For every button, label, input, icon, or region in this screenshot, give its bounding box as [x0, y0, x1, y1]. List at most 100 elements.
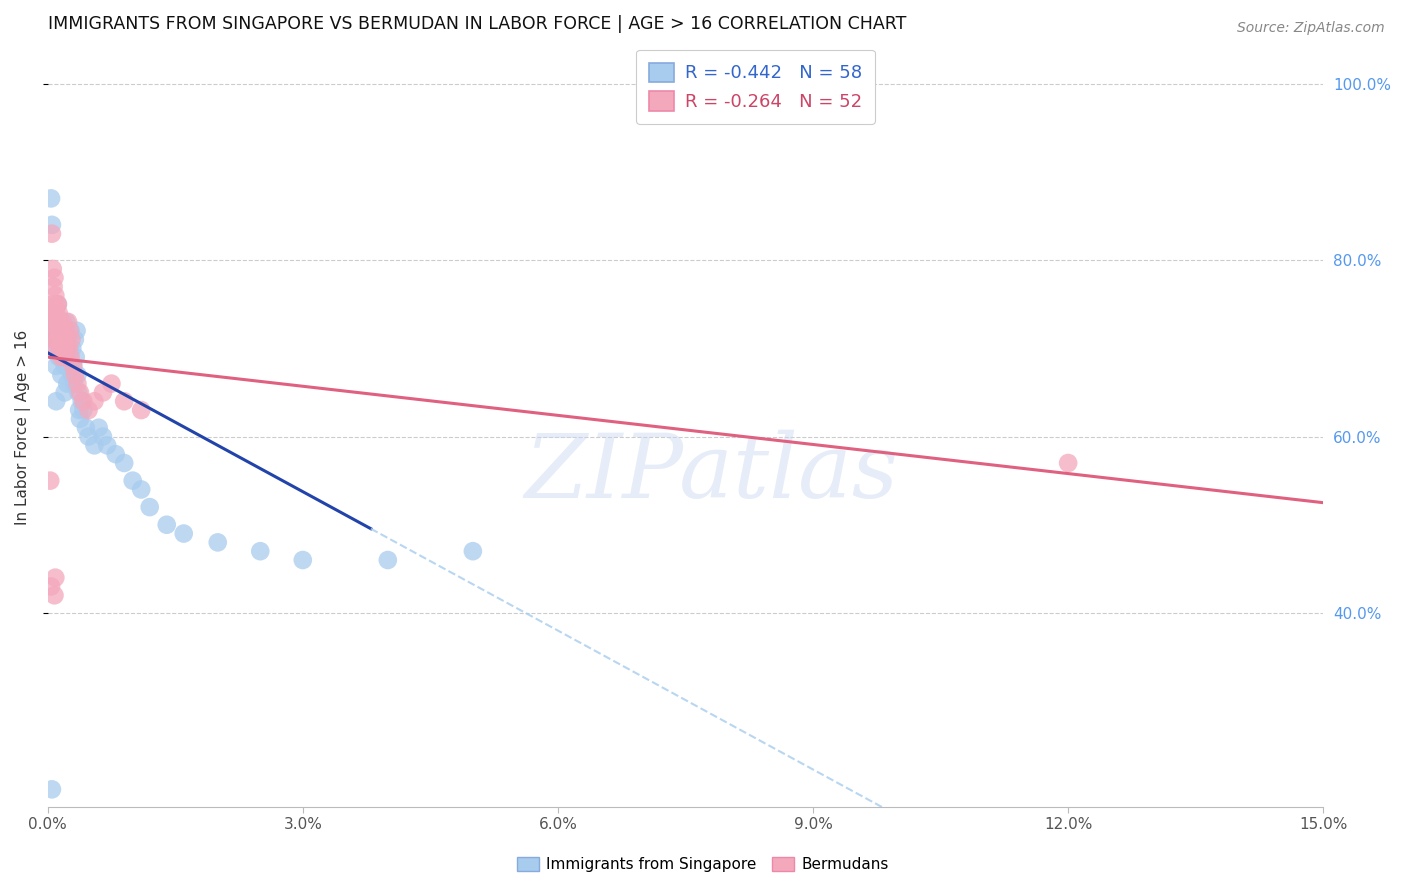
Point — [60, 368, 83, 382]
Point — [46, 297, 69, 311]
Point — [65, 324, 87, 338]
Point — [60, 342, 83, 356]
Point — [48, 306, 70, 320]
Point — [39, 191, 62, 205]
Point — [59, 324, 82, 338]
Point — [55, 315, 77, 329]
Point — [44, 342, 66, 356]
Point — [69, 385, 91, 400]
Point — [58, 342, 80, 356]
Point — [56, 315, 79, 329]
Point — [45, 324, 67, 338]
Point — [60, 333, 83, 347]
Point — [44, 333, 66, 347]
Point — [83, 438, 105, 452]
Point — [63, 333, 86, 347]
Point — [75, 420, 97, 434]
Point — [63, 368, 86, 382]
Point — [39, 324, 62, 338]
Point — [44, 306, 66, 320]
Point — [1057, 456, 1080, 470]
Point — [70, 394, 93, 409]
Point — [83, 394, 105, 409]
Point — [63, 376, 86, 391]
Point — [42, 324, 65, 338]
Text: ZIPatlas: ZIPatlas — [524, 430, 898, 516]
Point — [44, 571, 66, 585]
Point — [48, 324, 70, 338]
Point — [46, 315, 69, 329]
Point — [156, 517, 179, 532]
Point — [48, 342, 70, 356]
Point — [55, 324, 77, 338]
Point — [112, 394, 135, 409]
Point — [48, 350, 70, 364]
Point — [56, 342, 79, 356]
Point — [129, 483, 152, 497]
Point — [41, 782, 63, 797]
Point — [67, 385, 90, 400]
Point — [112, 456, 135, 470]
Legend: R = -0.442   N = 58, R = -0.264   N = 52: R = -0.442 N = 58, R = -0.264 N = 52 — [637, 50, 875, 124]
Point — [69, 412, 91, 426]
Legend: Immigrants from Singapore, Bermudans: Immigrants from Singapore, Bermudans — [510, 849, 896, 880]
Point — [45, 359, 67, 373]
Point — [42, 315, 65, 329]
Point — [52, 342, 75, 356]
Point — [52, 315, 75, 329]
Point — [55, 333, 77, 347]
Text: IMMIGRANTS FROM SINGAPORE VS BERMUDAN IN LABOR FORCE | AGE > 16 CORRELATION CHAR: IMMIGRANTS FROM SINGAPORE VS BERMUDAN IN… — [48, 15, 905, 33]
Point — [51, 333, 73, 347]
Point — [173, 526, 195, 541]
Point — [77, 403, 100, 417]
Point — [51, 333, 73, 347]
Point — [44, 588, 66, 602]
Point — [53, 385, 76, 400]
Point — [42, 297, 65, 311]
Point — [129, 403, 152, 417]
Point — [46, 297, 69, 311]
Point — [249, 544, 271, 558]
Point — [55, 342, 77, 356]
Point — [41, 306, 63, 320]
Point — [377, 553, 399, 567]
Point — [72, 403, 94, 417]
Point — [41, 218, 63, 232]
Point — [96, 438, 118, 452]
Point — [52, 350, 75, 364]
Point — [49, 315, 72, 329]
Point — [91, 429, 114, 443]
Point — [77, 429, 100, 443]
Point — [56, 333, 79, 347]
Point — [104, 447, 127, 461]
Point — [42, 279, 65, 293]
Y-axis label: In Labor Force | Age > 16: In Labor Force | Age > 16 — [15, 330, 31, 525]
Point — [62, 359, 84, 373]
Point — [53, 359, 76, 373]
Point — [58, 350, 80, 364]
Point — [67, 403, 90, 417]
Point — [46, 297, 69, 311]
Point — [44, 315, 66, 329]
Point — [65, 350, 87, 364]
Point — [66, 368, 89, 382]
Point — [62, 359, 84, 373]
Point — [48, 315, 70, 329]
Point — [87, 420, 110, 434]
Point — [291, 553, 314, 567]
Point — [59, 359, 82, 373]
Point — [72, 394, 94, 409]
Point — [121, 474, 143, 488]
Point — [46, 333, 69, 347]
Point — [207, 535, 229, 549]
Point — [59, 324, 82, 338]
Point — [45, 394, 67, 409]
Point — [100, 376, 122, 391]
Point — [49, 324, 72, 338]
Point — [66, 376, 89, 391]
Point — [39, 579, 62, 593]
Text: Source: ZipAtlas.com: Source: ZipAtlas.com — [1237, 21, 1385, 35]
Point — [48, 342, 70, 356]
Point — [51, 350, 73, 364]
Point — [91, 385, 114, 400]
